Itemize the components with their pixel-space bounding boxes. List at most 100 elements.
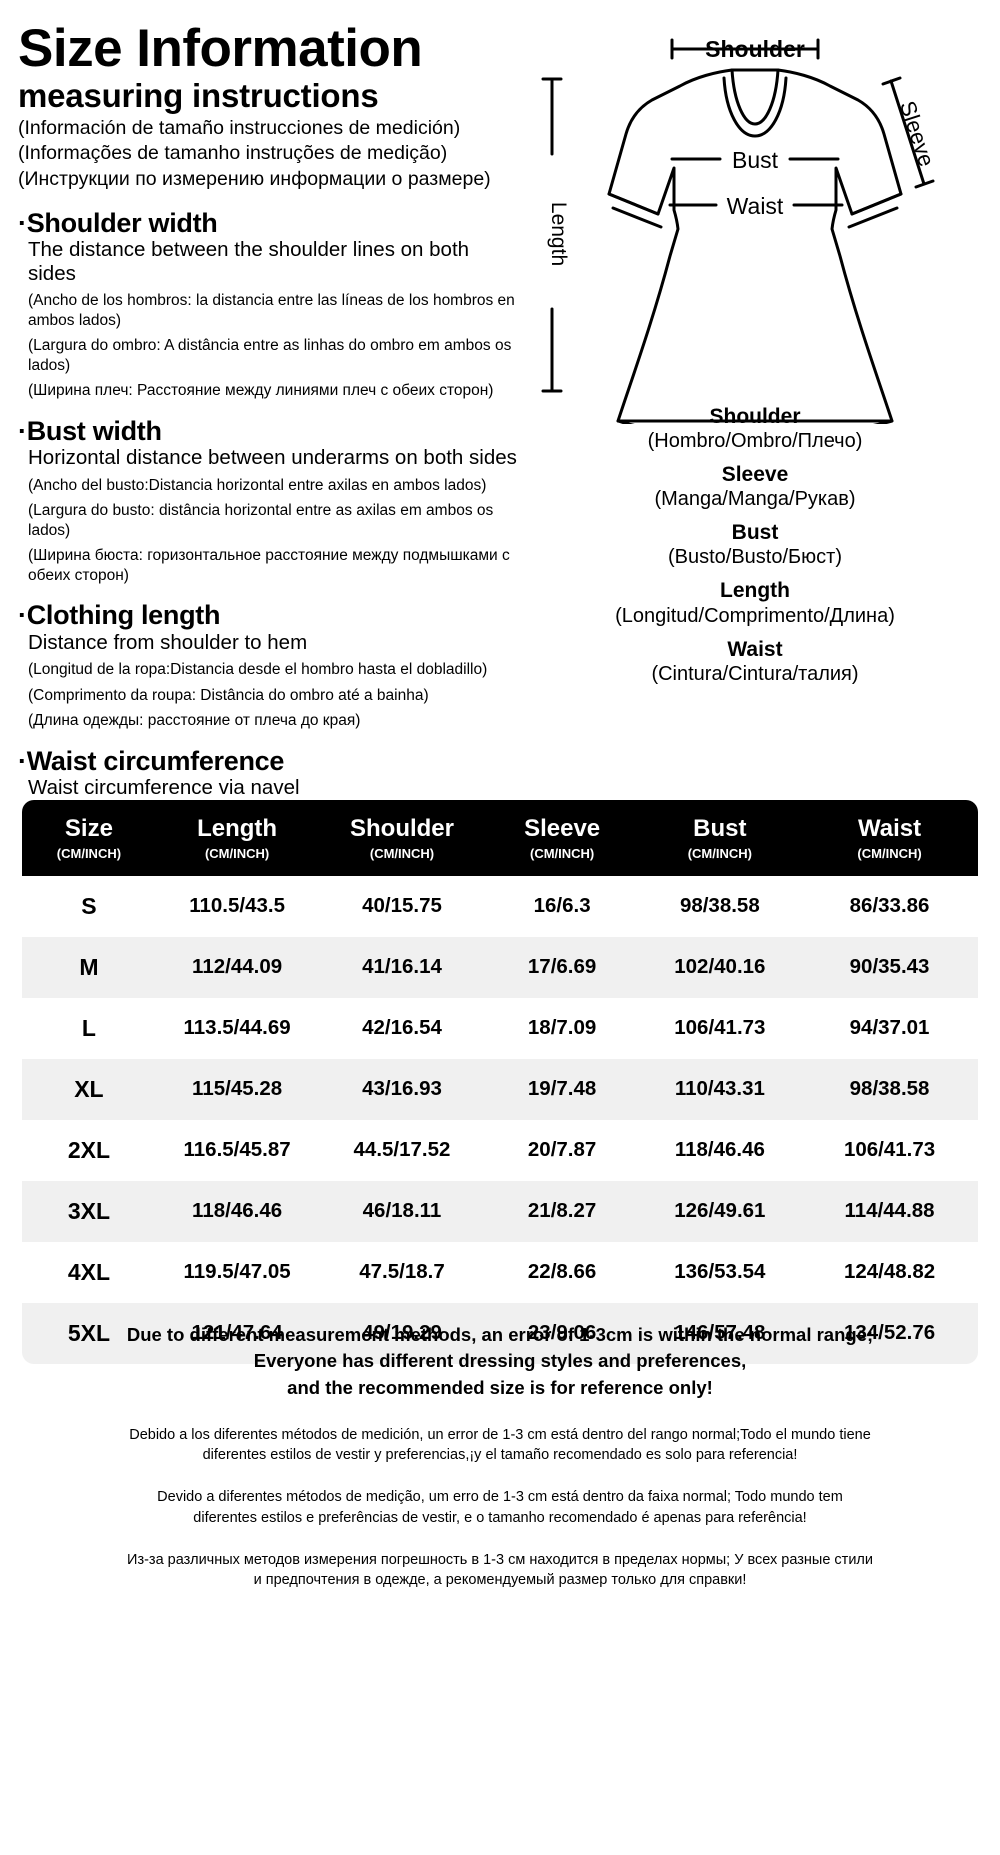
- section-translation-ru: (Длина одежды: расстояние от плеча до кр…: [28, 712, 361, 730]
- table-row: 5XL 121/47.64 49/19.29 23/9.06 146/57.48…: [22, 1302, 978, 1364]
- column-header-name: Waist: [857, 815, 922, 842]
- cell-length: 110.5/43.5: [189, 894, 285, 918]
- section-title: ·Bust width: [18, 417, 518, 445]
- legend-item-bust: Bust (Busto/Busto/Бюст): [520, 521, 990, 569]
- instructions-column: Size Information measuring instructions …: [18, 22, 518, 915]
- cell-shoulder: 49/19.29: [362, 1321, 442, 1345]
- table-row: S 110.5/43.5 40/15.75 16/6.3 98/38.58 86…: [22, 875, 978, 937]
- legend-label-translations: (Busto/Busto/Бюст): [667, 546, 842, 569]
- cell-sleeve: 21/8.27: [527, 1199, 597, 1223]
- legend-label-en: Bust: [731, 521, 779, 545]
- legend-label-en: Shoulder: [709, 405, 801, 428]
- bust-diagram-label: Bust: [732, 147, 779, 173]
- cell-size: 5XL: [67, 1319, 110, 1346]
- column-header-name: Sleeve: [524, 815, 601, 842]
- cell-waist: 114/44.88: [844, 1199, 935, 1223]
- column-header-unit: (CM/INCH): [204, 846, 270, 862]
- section-translation-ru: (Ширина плеч: Расстояние между линиями п…: [28, 382, 494, 400]
- table-row: 2XL 116.5/45.87 44.5/17.52 20/7.87 118/4…: [22, 1119, 978, 1181]
- cell-sleeve: 16/6.3: [533, 894, 591, 918]
- section-translation-ru: (Ширина бюста: горизонтальное расстояние…: [28, 547, 510, 584]
- disclaimer-english-line: Due to different measurement methods, an…: [126, 1324, 874, 1345]
- legend-label-translations: (Hombro/Ombro/Плечо): [647, 430, 863, 453]
- dress-illustration-svg: Shoulder Bust Waist Length Sleeve: [541, 36, 940, 424]
- disclaimer-portuguese-line: diferentes estilos e preferências de ves…: [193, 1509, 807, 1526]
- cell-bust: 102/40.16: [674, 955, 766, 979]
- section-translation-pt: (Largura do ombro: A distância entre as …: [28, 337, 512, 374]
- bullet-icon: ·: [18, 207, 27, 238]
- disclaimer-footer: Due to different measurement methods, an…: [0, 1322, 1000, 1613]
- column-header-unit: (CM/INCH): [369, 846, 435, 862]
- section-title: ·Waist circumference: [18, 747, 518, 775]
- cell-length: 113.5/44.69: [183, 1016, 291, 1040]
- cell-size: S: [81, 892, 97, 919]
- disclaimer-english-line: Everyone has different dressing styles a…: [253, 1350, 747, 1372]
- cell-sleeve: 18/7.09: [527, 1016, 597, 1040]
- header-translation-es: (Información de tamaño instrucciones de …: [18, 116, 461, 139]
- disclaimer-portuguese: Devido a diferentes métodos de medição, …: [0, 1487, 1000, 1528]
- cell-shoulder: 44.5/17.52: [353, 1138, 451, 1162]
- page-title: Size Information: [18, 19, 423, 78]
- cell-bust: 146/57.48: [674, 1321, 766, 1345]
- column-header-unit: (CM/INCH): [56, 846, 122, 862]
- cell-shoulder: 42/16.54: [362, 1016, 442, 1040]
- section-title-text: Shoulder width: [26, 207, 218, 238]
- bullet-icon: ·: [18, 745, 27, 776]
- column-header-shoulder: Shoulder (CM/INCH): [318, 800, 486, 876]
- cell-waist: 106/41.73: [843, 1138, 936, 1162]
- column-header-size: Size (CM/INCH): [22, 800, 156, 876]
- size-chart-table-wrapper: Size (CM/INCH) Length (CM/INCH) Shoulder…: [22, 800, 978, 1364]
- disclaimer-spanish-line: Debido a los diferentes métodos de medic…: [129, 1426, 871, 1443]
- cell-length: 118/46.46: [192, 1199, 283, 1223]
- legend-item-shoulder: Shoulder (Hombro/Ombro/Плечо): [520, 405, 990, 453]
- cell-waist: 94/37.01: [849, 1016, 930, 1040]
- bullet-icon: ·: [18, 415, 27, 446]
- section-translation-pt: (Largura do busto: distância horizontal …: [28, 502, 494, 539]
- left-cuff-bottom: [611, 206, 663, 229]
- header-translation-ru: (Инструкции по измерению информации о ра…: [18, 168, 491, 191]
- cell-size: 2XL: [67, 1136, 110, 1163]
- section-bust-width: ·Bust width Horizontal distance between …: [18, 417, 518, 585]
- disclaimer-spanish-line: diferentes estilos de vestir y preferenc…: [202, 1447, 798, 1464]
- column-header-unit: (CM/INCH): [687, 846, 752, 862]
- cell-size: 3XL: [67, 1197, 110, 1224]
- column-header-name: Shoulder: [349, 815, 454, 842]
- table-row: 3XL 118/46.46 46/18.11 21/8.27 126/49.61…: [22, 1180, 978, 1242]
- table-header: Size (CM/INCH) Length (CM/INCH) Shoulder…: [22, 800, 978, 876]
- cell-shoulder: 43/16.93: [362, 1077, 442, 1101]
- cell-size: 4XL: [67, 1258, 110, 1285]
- right-cuff-top: [850, 192, 903, 216]
- right-cuff-bottom: [847, 206, 899, 229]
- legend-label-translations: (Cintura/Cintura/талия): [651, 662, 859, 685]
- section-subtitle: Horizontal distance between underarms on…: [28, 446, 517, 470]
- table-row: L 113.5/44.69 42/16.54 18/7.09 106/41.73…: [22, 997, 978, 1059]
- cell-length: 116.5/45.87: [183, 1138, 291, 1162]
- cell-bust: 118/46.46: [674, 1138, 765, 1162]
- legend-item-length: Length (Longitud/Comprimento/Длина): [520, 579, 990, 627]
- section-title-text: Bust width: [26, 415, 162, 446]
- cell-length: 121/47.64: [191, 1321, 283, 1345]
- cell-length: 115/45.28: [192, 1077, 283, 1101]
- cell-shoulder: 46/18.11: [362, 1199, 442, 1223]
- section-translation-pt: (Comprimento da roupa: Distância do ombr…: [28, 686, 429, 704]
- table-header-row: Size (CM/INCH) Length (CM/INCH) Shoulder…: [22, 800, 978, 876]
- dress-diagram: Shoulder Bust Waist Length Sleeve: [520, 24, 990, 424]
- sleeve-diagram-label: Sleeve: [895, 98, 940, 170]
- legend-label-en: Sleeve: [721, 463, 789, 487]
- column-header-unit: (CM/INCH): [529, 846, 595, 862]
- top-section: Size Information measuring instructions …: [0, 0, 1000, 914]
- disclaimer-spanish: Debido a los diferentes métodos de medic…: [0, 1425, 1000, 1466]
- disclaimer-english-line: and the recommended size is for referenc…: [287, 1376, 713, 1398]
- section-subtitle: The distance between the shoulder lines …: [28, 238, 470, 285]
- disclaimer-russian-line: Из-за различных методов измерения погреш…: [127, 1551, 873, 1568]
- cell-bust: 110/43.31: [674, 1077, 765, 1101]
- table-row: M 112/44.09 41/16.14 17/6.69 102/40.16 9…: [22, 936, 978, 998]
- disclaimer-portuguese-line: Devido a diferentes métodos de medição, …: [157, 1489, 843, 1506]
- column-header-name: Size: [64, 815, 113, 842]
- section-shoulder-width: ·Shoulder width The distance between the…: [18, 209, 518, 401]
- waist-diagram-label: Waist: [727, 193, 784, 219]
- neckline-outer: [730, 68, 780, 126]
- shoulder-diagram-label: Shoulder: [705, 36, 805, 62]
- column-header-unit: (CM/INCH): [857, 846, 922, 862]
